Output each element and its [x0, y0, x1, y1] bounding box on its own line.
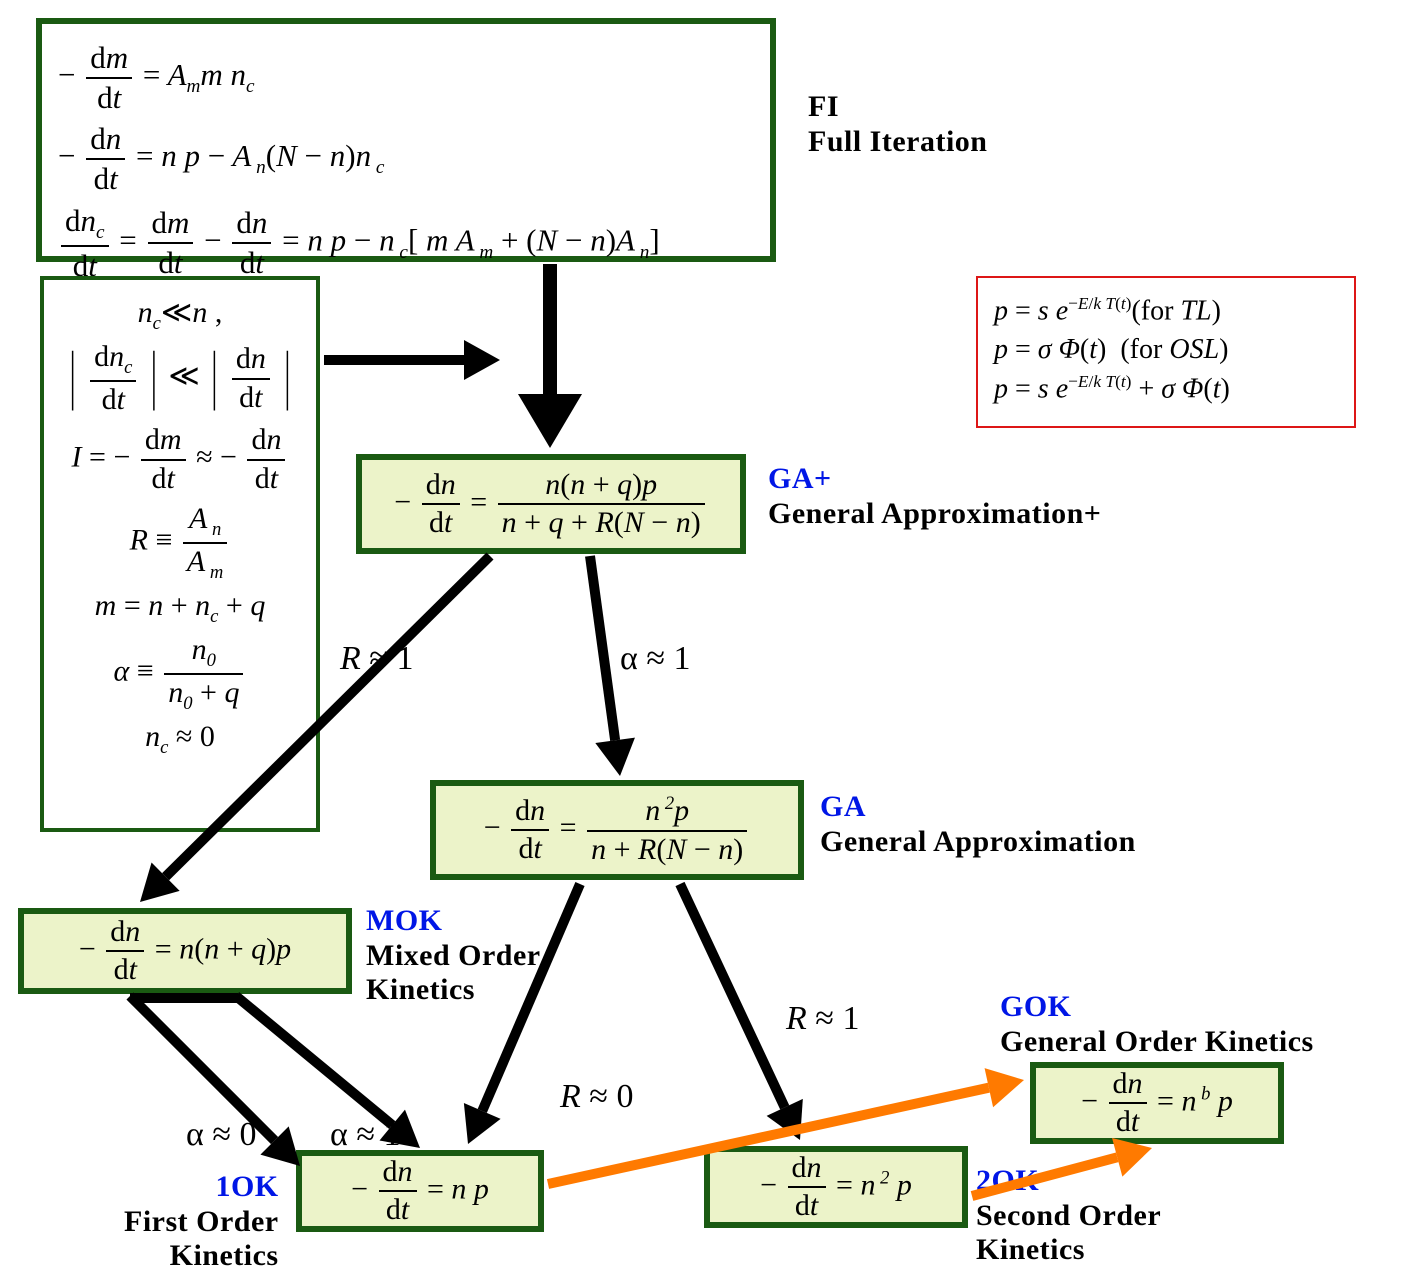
- GA-label: GAGeneral Approximation: [820, 790, 1136, 859]
- p-def-box: p = s e−E/k T(t)(for TL)p = σ Φ(t) (for …: [976, 276, 1356, 428]
- GOK-label: GOKGeneral Order Kinetics: [1000, 990, 1314, 1059]
- TwoOK-label: 2OKSecond OrderKinetics: [976, 1164, 1161, 1268]
- fi-box: − dmdt = Amm nc− dndt = n p − A n(N − n)…: [36, 18, 776, 262]
- MOK-label: MOKMixed OrderKinetics: [366, 904, 541, 1008]
- gok-box: − dndt = n b p: [1030, 1062, 1284, 1144]
- kinetics-flowchart-canvas: − dmdt = Amm nc− dndt = n p − A n(N − n)…: [0, 0, 1426, 1283]
- FI-label: FIFull Iteration: [808, 90, 988, 159]
- two-ok-box: − dndt = n 2 p: [704, 1146, 968, 1228]
- GAplus_to_GA-label: α ≈ 1: [620, 640, 691, 678]
- GA_to_1OK-label: R ≈ 0: [560, 1078, 633, 1116]
- MOK_to_1OK_a0-label: α ≈ 0: [186, 1116, 257, 1154]
- one-ok-box: − dndt = n p: [296, 1150, 544, 1232]
- GA_to_2OK-label: R ≈ 1: [786, 1000, 859, 1038]
- OneOK-label: 1OKFirst OrderKinetics: [124, 1170, 279, 1274]
- ga-box: − dndt = n 2pn + R(N − n): [430, 780, 804, 880]
- GAplus-label: GA+General Approximation+: [768, 462, 1101, 531]
- MOK_to_1OK_a1-label: α ≈ 1: [330, 1116, 401, 1154]
- assumptions-box: nc≪n ,| dncdt | ≪ | dndt |I = − dmdt ≈ −…: [40, 276, 320, 832]
- mok-box: − dndt = n(n + q)p: [18, 908, 352, 994]
- ga-plus-box: − dndt = n(n + q)pn + q + R(N − n): [356, 454, 746, 554]
- GAplus_to_MOK-label: R ≈ 1: [340, 640, 413, 678]
